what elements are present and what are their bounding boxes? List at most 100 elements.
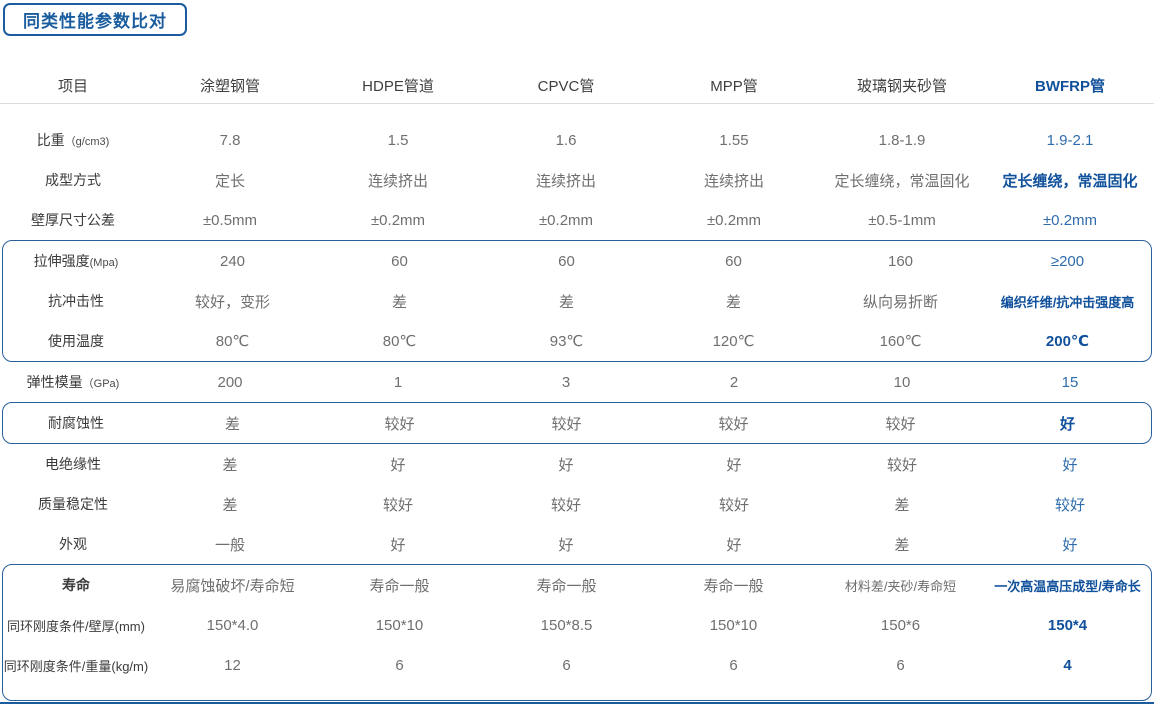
cell: ±0.2mm xyxy=(370,211,426,229)
cell: 2 xyxy=(729,373,739,391)
row-label-unit: （GPa) xyxy=(82,378,120,390)
cell: 6 xyxy=(395,656,404,674)
row-label: 比重（g/cm3) xyxy=(36,132,110,148)
cell: 好 xyxy=(558,536,574,554)
table-row: 电绝缘性 差 好 好 好 较好 好 xyxy=(0,444,1154,484)
cell: 好 xyxy=(1059,415,1075,433)
row-group: 弹性模量（GPa) 200 1 3 2 10 15 xyxy=(0,362,1154,402)
table-row: 拉伸强度(Mpa) 240 60 60 60 160 ≥200 xyxy=(3,241,1151,281)
row-label: 电绝缘性 xyxy=(45,456,101,472)
row-label: 使用温度 xyxy=(48,333,104,349)
cell: 较好，变形 xyxy=(194,293,270,311)
cell: 好 xyxy=(1062,536,1078,554)
row-label: 质量稳定性 xyxy=(38,496,108,512)
cell: 150*6 xyxy=(880,616,921,634)
cell: 1 xyxy=(393,373,403,391)
row-label: 成型方式 xyxy=(45,172,101,188)
cell: 较好 xyxy=(718,496,749,514)
cell: 连续挤出 xyxy=(535,172,596,190)
cell: 连续挤出 xyxy=(367,172,428,190)
comparison-table: 项目 涂塑钢管 HDPE管道 CPVC管 MPP管 玻璃钢夹砂管 BWFRP管 比重（g/c… xyxy=(0,67,1154,701)
cell: 1.9-2.1 xyxy=(1046,131,1094,149)
cell: 寿命一般 xyxy=(703,577,764,595)
cell: ±0.2mm xyxy=(706,211,762,229)
cell: 好 xyxy=(726,456,742,474)
highlight-box: 寿命 易腐蚀破坏/寿命短 寿命一般 寿命一般 寿命一般 材料差/夹砂/寿命短 一次高温高压成… xyxy=(2,564,1152,701)
page-title-box: 同类性能参数比对 xyxy=(3,3,187,36)
highlight-box: 耐腐蚀性 差 较好 较好 较好 较好 好 xyxy=(2,402,1152,444)
cell: 80℃ xyxy=(215,333,250,350)
column-header-0: 项目 xyxy=(57,77,88,95)
table-row: 弹性模量（GPa) 200 1 3 2 10 15 xyxy=(0,362,1154,402)
row-label-unit: （g/cm3) xyxy=(64,136,110,148)
cell: 150*4.0 xyxy=(206,616,259,634)
cell: 差 xyxy=(558,293,574,311)
column-header-1: 涂塑钢管 xyxy=(199,77,260,95)
cell: 12 xyxy=(224,656,241,674)
highlight-box: 拉伸强度(Mpa) 240 60 60 60 160 ≥200 抗冲击性 较好，变形 差 差 差 纵向易… xyxy=(2,240,1152,362)
row-label: 拉伸强度(Mpa) xyxy=(33,253,119,269)
cell: 15 xyxy=(1061,373,1079,391)
cell: 好 xyxy=(726,536,742,554)
cell: ≥200 xyxy=(1050,252,1085,270)
cell: 一次高温高压成型/寿命长 xyxy=(994,578,1141,594)
cell: ±0.5mm xyxy=(202,211,258,229)
cell: 易腐蚀破坏/寿命短 xyxy=(170,577,295,595)
table-row: 同环刚度条件/重量(kg/m) 12 6 6 6 6 4 xyxy=(3,645,1151,685)
cell: 较好 xyxy=(885,415,916,433)
column-header-5: 玻璃钢夹砂管 xyxy=(856,77,947,95)
row-label: 外观 xyxy=(59,536,87,552)
cell: 60 xyxy=(558,252,575,270)
cell: 93℃ xyxy=(549,333,584,350)
cell: 较好 xyxy=(1054,496,1085,514)
cell: 好 xyxy=(558,456,574,474)
cell: 定长缠绕，常温固化 xyxy=(1002,172,1138,190)
row-label-unit: (Mpa) xyxy=(89,257,119,269)
row-group: 比重（g/cm3) 7.8 1.5 1.6 1.55 1.8-1.9 1.9-2.1 成型方式… xyxy=(0,120,1154,240)
cell: 差 xyxy=(222,496,238,514)
cell: 差 xyxy=(222,456,238,474)
cell: 1.55 xyxy=(719,131,749,149)
cell: 150*10 xyxy=(375,616,424,634)
cell: 较好 xyxy=(886,456,917,474)
column-header-6: BWFRP管 xyxy=(1035,77,1105,95)
table-row: 质量稳定性 差 较好 较好 较好 差 较好 xyxy=(0,484,1154,524)
cell: 7.8 xyxy=(219,131,241,149)
cell: 60 xyxy=(725,252,742,270)
cell: 150*8.5 xyxy=(540,616,593,634)
cell: 差 xyxy=(725,293,741,311)
cell: 3 xyxy=(561,373,571,391)
cell: 材料差/夹砂/寿命短 xyxy=(844,578,957,594)
cell: 200℃ xyxy=(1045,333,1090,350)
table-row: 成型方式 定长 连续挤出 连续挤出 连续挤出 定长缠绕，常温固化 定长缠绕，常温固化 xyxy=(0,160,1154,200)
cell: 150*4 xyxy=(1047,616,1088,634)
cell: ±0.5-1mm xyxy=(868,211,936,229)
table-row: 壁厚尺寸公差 ±0.5mm ±0.2mm ±0.2mm ±0.2mm ±0.5-1mm ±0… xyxy=(0,200,1154,240)
cell: 好 xyxy=(1062,456,1078,474)
row-label: 同环刚度条件/重量(kg/m) xyxy=(3,658,149,674)
cell: 240 xyxy=(219,252,246,270)
cell: 120℃ xyxy=(712,333,755,350)
row-group: 电绝缘性差好好好较好好质量稳定性差较好 较好 较好差较好 外观 一般好好好差好 xyxy=(0,444,1154,564)
table-row: 同环刚度条件/壁厚(mm) 150*4.0 150*10 150*8.5 150*10 1… xyxy=(3,605,1151,645)
table-row: 寿命 易腐蚀破坏/寿命短 寿命一般 寿命一般 寿命一般 材料差/夹砂/寿命短 一次高温高压成… xyxy=(3,565,1151,605)
cell: 6 xyxy=(896,656,905,674)
row-label: 同环刚度条件/壁厚(mm) xyxy=(7,618,145,634)
cell: 差 xyxy=(391,293,407,311)
table-row: 外观 一般 好 好 好 差 好 xyxy=(0,524,1154,564)
cell: 一般 xyxy=(214,536,245,554)
cell: 寿命一般 xyxy=(536,577,597,595)
table-row: 比重（g/cm3) 7.8 1.5 1.6 1.55 1.8-1.9 1.9-2.1 xyxy=(0,120,1154,160)
cell: 较好 xyxy=(382,496,413,514)
column-header-2: HDPE管道 xyxy=(362,77,434,95)
cell: 80℃ xyxy=(382,333,417,350)
cell: 150*10 xyxy=(709,616,758,634)
cell: 60 xyxy=(391,252,408,270)
cell: ±0.2mm xyxy=(538,211,594,229)
cell: 200 xyxy=(217,373,243,391)
cell: 差 xyxy=(894,496,910,514)
table-body: 比重（g/cm3) 7.8 1.5 1.6 1.55 1.8-1.9 1.9-2.1 成型方式… xyxy=(0,104,1154,701)
cell: 160℃ xyxy=(879,333,922,350)
cell: 较好 xyxy=(550,496,581,514)
cell: 1.5 xyxy=(387,131,409,149)
